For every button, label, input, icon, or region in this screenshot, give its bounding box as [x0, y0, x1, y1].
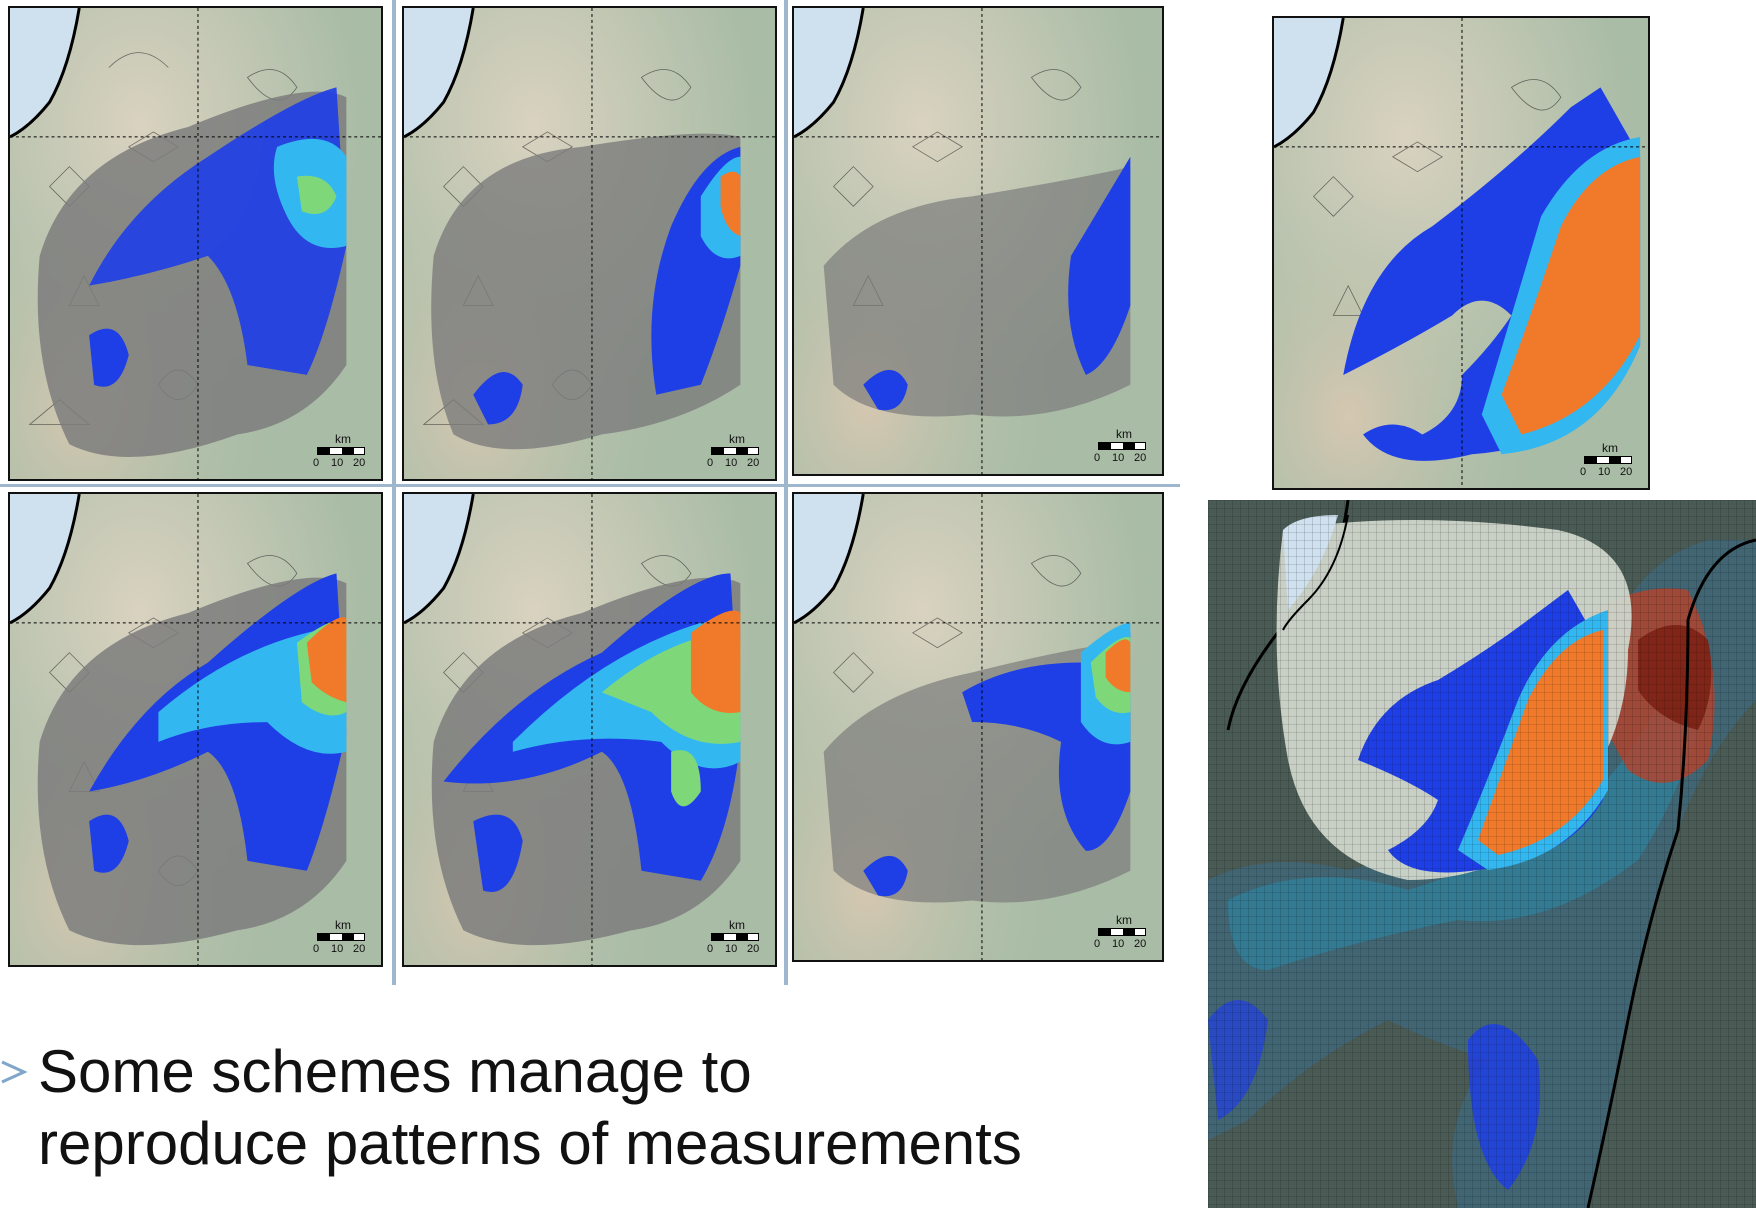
map-panel-2: km 0 10 20 — [402, 6, 777, 481]
map-panel-1: km 0 10 20 — [8, 6, 383, 481]
scale-bar: km 0 10 20 — [707, 919, 769, 959]
model-grid-map-panel — [1208, 500, 1756, 1208]
scale-tick-20: 20 — [353, 943, 366, 955]
scale-tick-0: 0 — [313, 457, 320, 469]
scale-tick-10: 10 — [1598, 466, 1611, 478]
scale-tick-20: 20 — [353, 457, 366, 469]
scale-tick-20: 20 — [1620, 466, 1633, 478]
scale-unit: km — [729, 432, 745, 446]
scale-unit: km — [1116, 913, 1132, 927]
scale-tick-20: 20 — [1134, 938, 1147, 950]
scale-tick-0: 0 — [313, 943, 320, 955]
scale-tick-10: 10 — [331, 943, 344, 955]
panel-divider-horizontal — [0, 484, 1180, 487]
scale-tick-0: 0 — [1580, 466, 1587, 478]
scale-tick-10: 10 — [1112, 452, 1125, 464]
map-panel-3: km 0 10 20 — [792, 6, 1164, 476]
caption-line-1: Some schemes manage to — [38, 1038, 752, 1105]
scale-tick-20: 20 — [747, 457, 760, 469]
scale-tick-10: 10 — [725, 943, 738, 955]
map-panel-4: km 0 10 20 — [8, 492, 383, 967]
scale-tick-20: 20 — [747, 943, 760, 955]
scale-tick-0: 0 — [1094, 452, 1101, 464]
scale-tick-0: 0 — [707, 943, 714, 955]
scale-bar: km 0 10 20 — [313, 433, 375, 473]
slide-caption: Some schemes manage to reproduce pattern… — [38, 1036, 1022, 1180]
measurement-map-panel: km 0 10 20 — [1272, 16, 1650, 490]
scale-bar: km 0 10 20 — [313, 919, 375, 959]
panel-divider-vertical-1 — [392, 0, 396, 985]
panel-divider-vertical-2 — [784, 0, 788, 985]
bullet-arrow-icon — [1, 1060, 28, 1084]
scale-bar: km 0 10 20 — [1094, 428, 1156, 468]
scale-bar: km 0 10 20 — [1094, 914, 1156, 954]
scale-unit: km — [1602, 441, 1618, 455]
scale-tick-0: 0 — [1094, 938, 1101, 950]
scale-unit: km — [729, 918, 745, 932]
scale-tick-10: 10 — [331, 457, 344, 469]
map-panel-5: km 0 10 20 — [402, 492, 777, 967]
scale-unit: km — [1116, 427, 1132, 441]
scale-bar: km 0 10 20 — [707, 433, 769, 473]
caption-line-2: reproduce patterns of measurements — [38, 1110, 1022, 1177]
scale-unit: km — [335, 918, 351, 932]
scale-tick-10: 10 — [1112, 938, 1125, 950]
map-panel-6: km 0 10 20 — [792, 492, 1164, 962]
scale-tick-10: 10 — [725, 457, 738, 469]
scale-unit: km — [335, 432, 351, 446]
scale-bar: km 0 10 20 — [1580, 442, 1642, 482]
scale-tick-20: 20 — [1134, 452, 1147, 464]
scale-tick-0: 0 — [707, 457, 714, 469]
